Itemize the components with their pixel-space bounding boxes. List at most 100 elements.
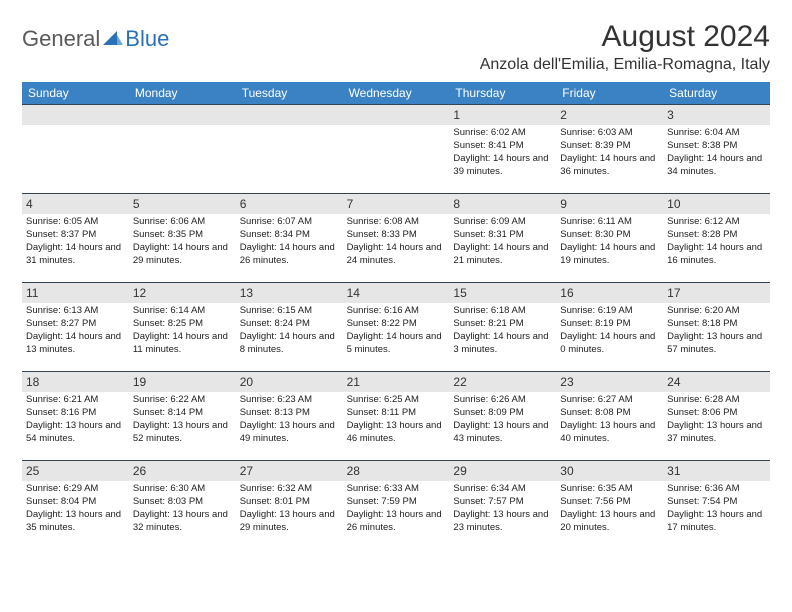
day-number: 12 xyxy=(129,283,236,303)
daylight-text: Daylight: 13 hours and 49 minutes. xyxy=(240,420,339,446)
calendar-cell: 24Sunrise: 6:28 AMSunset: 8:06 PMDayligh… xyxy=(663,371,770,460)
calendar-cell-empty xyxy=(22,104,129,193)
day-header: Friday xyxy=(556,82,663,104)
day-info: Sunrise: 6:04 AMSunset: 8:38 PMDaylight:… xyxy=(663,125,770,184)
sunset-text: Sunset: 8:22 PM xyxy=(347,318,446,331)
sunrise-text: Sunrise: 6:11 AM xyxy=(560,216,659,229)
sunset-text: Sunset: 7:56 PM xyxy=(560,496,659,509)
day-number: 13 xyxy=(236,283,343,303)
day-info: Sunrise: 6:33 AMSunset: 7:59 PMDaylight:… xyxy=(343,481,450,540)
calendar-cell: 16Sunrise: 6:19 AMSunset: 8:19 PMDayligh… xyxy=(556,282,663,371)
day-header: Saturday xyxy=(663,82,770,104)
sunset-text: Sunset: 8:33 PM xyxy=(347,229,446,242)
sunset-text: Sunset: 8:09 PM xyxy=(453,407,552,420)
day-info: Sunrise: 6:19 AMSunset: 8:19 PMDaylight:… xyxy=(556,303,663,362)
calendar-cell: 2Sunrise: 6:03 AMSunset: 8:39 PMDaylight… xyxy=(556,104,663,193)
sunset-text: Sunset: 8:14 PM xyxy=(133,407,232,420)
sunset-text: Sunset: 8:24 PM xyxy=(240,318,339,331)
day-info: Sunrise: 6:34 AMSunset: 7:57 PMDaylight:… xyxy=(449,481,556,540)
daylight-text: Daylight: 14 hours and 5 minutes. xyxy=(347,331,446,357)
calendar-cell: 25Sunrise: 6:29 AMSunset: 8:04 PMDayligh… xyxy=(22,460,129,549)
calendar-cell: 31Sunrise: 6:36 AMSunset: 7:54 PMDayligh… xyxy=(663,460,770,549)
day-number: 2 xyxy=(556,105,663,125)
sunset-text: Sunset: 7:54 PM xyxy=(667,496,766,509)
calendar-cell: 20Sunrise: 6:23 AMSunset: 8:13 PMDayligh… xyxy=(236,371,343,460)
calendar-cell: 21Sunrise: 6:25 AMSunset: 8:11 PMDayligh… xyxy=(343,371,450,460)
day-number-row xyxy=(129,105,236,125)
day-info: Sunrise: 6:18 AMSunset: 8:21 PMDaylight:… xyxy=(449,303,556,362)
day-number: 17 xyxy=(663,283,770,303)
sunrise-text: Sunrise: 6:12 AM xyxy=(667,216,766,229)
sunrise-text: Sunrise: 6:06 AM xyxy=(133,216,232,229)
day-number: 27 xyxy=(236,461,343,481)
day-number-row xyxy=(22,105,129,125)
calendar-cell-empty xyxy=(343,104,450,193)
daylight-text: Daylight: 13 hours and 40 minutes. xyxy=(560,420,659,446)
sunset-text: Sunset: 8:06 PM xyxy=(667,407,766,420)
calendar-cell: 28Sunrise: 6:33 AMSunset: 7:59 PMDayligh… xyxy=(343,460,450,549)
day-header: Monday xyxy=(129,82,236,104)
day-number: 15 xyxy=(449,283,556,303)
calendar-cell: 19Sunrise: 6:22 AMSunset: 8:14 PMDayligh… xyxy=(129,371,236,460)
sunrise-text: Sunrise: 6:14 AM xyxy=(133,305,232,318)
daylight-text: Daylight: 14 hours and 8 minutes. xyxy=(240,331,339,357)
day-number: 6 xyxy=(236,194,343,214)
day-info: Sunrise: 6:15 AMSunset: 8:24 PMDaylight:… xyxy=(236,303,343,362)
sunrise-text: Sunrise: 6:20 AM xyxy=(667,305,766,318)
sunrise-text: Sunrise: 6:08 AM xyxy=(347,216,446,229)
sunrise-text: Sunrise: 6:18 AM xyxy=(453,305,552,318)
sunrise-text: Sunrise: 6:36 AM xyxy=(667,483,766,496)
sunrise-text: Sunrise: 6:16 AM xyxy=(347,305,446,318)
day-number: 24 xyxy=(663,372,770,392)
day-number: 25 xyxy=(22,461,129,481)
day-info: Sunrise: 6:26 AMSunset: 8:09 PMDaylight:… xyxy=(449,392,556,451)
sunset-text: Sunset: 8:35 PM xyxy=(133,229,232,242)
day-number: 10 xyxy=(663,194,770,214)
sunrise-text: Sunrise: 6:15 AM xyxy=(240,305,339,318)
calendar-cell: 11Sunrise: 6:13 AMSunset: 8:27 PMDayligh… xyxy=(22,282,129,371)
logo-triangle-icon xyxy=(103,29,123,47)
sunrise-text: Sunrise: 6:13 AM xyxy=(26,305,125,318)
day-number: 16 xyxy=(556,283,663,303)
daylight-text: Daylight: 14 hours and 13 minutes. xyxy=(26,331,125,357)
day-number: 26 xyxy=(129,461,236,481)
daylight-text: Daylight: 14 hours and 39 minutes. xyxy=(453,153,552,179)
daylight-text: Daylight: 13 hours and 35 minutes. xyxy=(26,509,125,535)
daylight-text: Daylight: 13 hours and 43 minutes. xyxy=(453,420,552,446)
calendar-cell: 12Sunrise: 6:14 AMSunset: 8:25 PMDayligh… xyxy=(129,282,236,371)
daylight-text: Daylight: 14 hours and 16 minutes. xyxy=(667,242,766,268)
day-info: Sunrise: 6:27 AMSunset: 8:08 PMDaylight:… xyxy=(556,392,663,451)
calendar-cell: 23Sunrise: 6:27 AMSunset: 8:08 PMDayligh… xyxy=(556,371,663,460)
day-info: Sunrise: 6:23 AMSunset: 8:13 PMDaylight:… xyxy=(236,392,343,451)
daylight-text: Daylight: 14 hours and 31 minutes. xyxy=(26,242,125,268)
daylight-text: Daylight: 13 hours and 29 minutes. xyxy=(240,509,339,535)
daylight-text: Daylight: 13 hours and 23 minutes. xyxy=(453,509,552,535)
calendar-cell: 30Sunrise: 6:35 AMSunset: 7:56 PMDayligh… xyxy=(556,460,663,549)
calendar-cell: 17Sunrise: 6:20 AMSunset: 8:18 PMDayligh… xyxy=(663,282,770,371)
day-info: Sunrise: 6:22 AMSunset: 8:14 PMDaylight:… xyxy=(129,392,236,451)
day-number: 29 xyxy=(449,461,556,481)
sunset-text: Sunset: 8:21 PM xyxy=(453,318,552,331)
sunset-text: Sunset: 8:19 PM xyxy=(560,318,659,331)
sunrise-text: Sunrise: 6:07 AM xyxy=(240,216,339,229)
day-number: 31 xyxy=(663,461,770,481)
day-info: Sunrise: 6:07 AMSunset: 8:34 PMDaylight:… xyxy=(236,214,343,273)
day-info: Sunrise: 6:35 AMSunset: 7:56 PMDaylight:… xyxy=(556,481,663,540)
day-number: 14 xyxy=(343,283,450,303)
sunset-text: Sunset: 8:03 PM xyxy=(133,496,232,509)
sunrise-text: Sunrise: 6:34 AM xyxy=(453,483,552,496)
daylight-text: Daylight: 14 hours and 21 minutes. xyxy=(453,242,552,268)
sunset-text: Sunset: 8:27 PM xyxy=(26,318,125,331)
calendar-cell: 8Sunrise: 6:09 AMSunset: 8:31 PMDaylight… xyxy=(449,193,556,282)
calendar-grid: SundayMondayTuesdayWednesdayThursdayFrid… xyxy=(22,82,770,549)
sunset-text: Sunset: 8:18 PM xyxy=(667,318,766,331)
sunrise-text: Sunrise: 6:26 AM xyxy=(453,394,552,407)
daylight-text: Daylight: 13 hours and 32 minutes. xyxy=(133,509,232,535)
calendar-page: General Blue August 2024 Anzola dell'Emi… xyxy=(0,0,792,569)
calendar-cell: 14 Sunrise: 6:16 AMSunset: 8:22 PMDayligh… xyxy=(343,282,450,371)
day-info: Sunrise: 6:25 AMSunset: 8:11 PMDaylight:… xyxy=(343,392,450,451)
daylight-text: Daylight: 13 hours and 46 minutes. xyxy=(347,420,446,446)
day-number: 18 xyxy=(22,372,129,392)
sunrise-text: Sunrise: 6:05 AM xyxy=(26,216,125,229)
day-number: 8 xyxy=(449,194,556,214)
